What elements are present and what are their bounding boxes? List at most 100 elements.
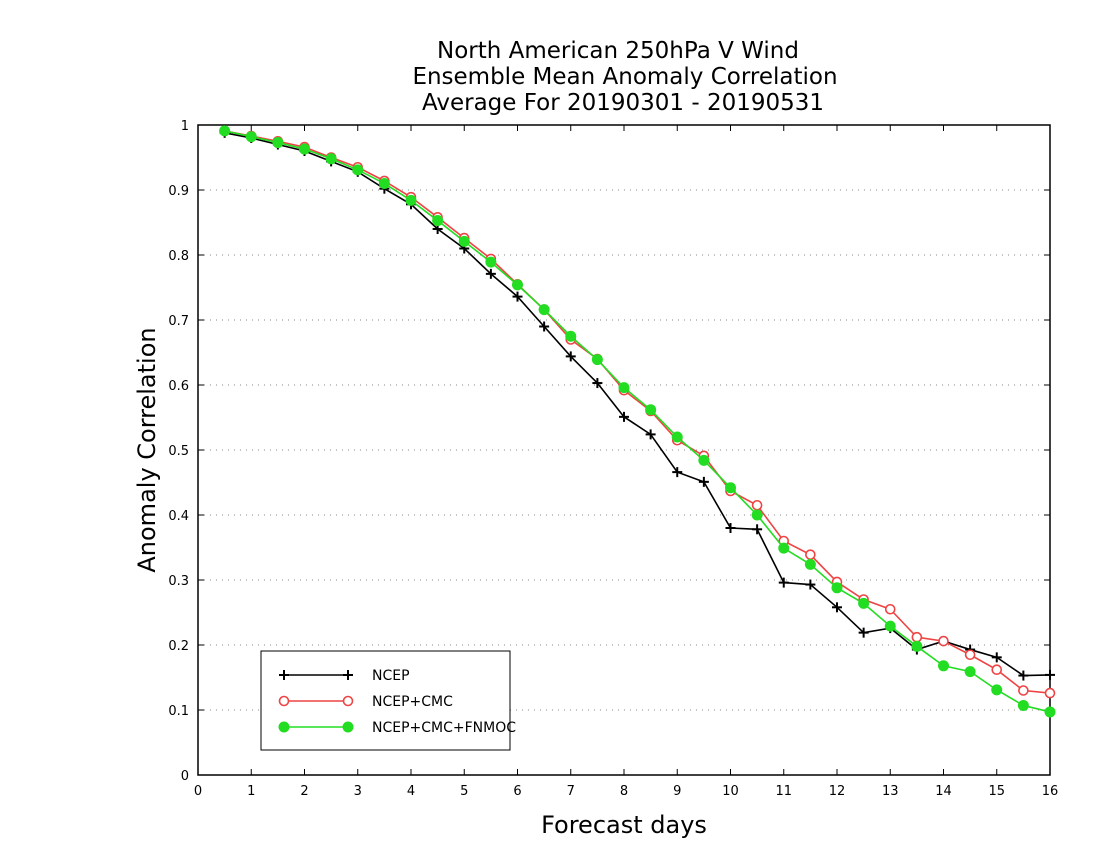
legend-marker bbox=[278, 721, 290, 733]
data-point bbox=[1018, 670, 1029, 681]
data-point bbox=[991, 684, 1003, 696]
data-point bbox=[964, 649, 976, 661]
y-axis-ticks: 0 0.1 0.2 0.3 0.4 0.5 0.6 0.7 0.8 0.9 1 bbox=[168, 119, 1050, 784]
data-point bbox=[405, 194, 417, 206]
x-tick-label: 8 bbox=[620, 784, 628, 799]
data-point bbox=[645, 404, 657, 416]
series-2 bbox=[219, 125, 1056, 718]
legend-marker bbox=[278, 695, 290, 707]
x-tick-label: 10 bbox=[722, 784, 739, 799]
data-point bbox=[752, 524, 763, 535]
x-tick-label: 6 bbox=[513, 784, 521, 799]
legend-item: NCEP bbox=[279, 668, 410, 684]
y-tick-label: 0.8 bbox=[168, 249, 189, 264]
x-axis-label: Forecast days bbox=[541, 811, 707, 839]
data-point bbox=[831, 582, 843, 594]
data-point bbox=[725, 523, 736, 533]
data-point bbox=[1045, 669, 1055, 680]
data-point bbox=[991, 652, 1002, 663]
data-point bbox=[991, 664, 1003, 676]
legend-marker bbox=[342, 721, 354, 733]
chart-title-line-1: North American 250hPa V Wind bbox=[437, 38, 799, 64]
legend: NCEP NCEP+CMC NCEP+CMC+FNMOC bbox=[260, 650, 516, 751]
legend-marker bbox=[279, 670, 289, 680]
data-point bbox=[1044, 687, 1056, 699]
x-tick-label: 1 bbox=[247, 784, 255, 799]
data-point bbox=[512, 279, 523, 291]
data-point bbox=[672, 467, 683, 478]
data-point bbox=[671, 431, 683, 443]
data-point bbox=[645, 429, 656, 440]
data-point bbox=[911, 631, 923, 643]
data-point bbox=[618, 382, 630, 394]
data-point bbox=[778, 577, 789, 588]
series-0 bbox=[219, 127, 1055, 681]
data-point bbox=[1044, 706, 1056, 718]
data-point bbox=[911, 640, 923, 652]
data-point bbox=[1017, 699, 1029, 711]
x-tick-label: 7 bbox=[567, 784, 575, 799]
data-point bbox=[538, 304, 550, 316]
legend-item: NCEP+CMC bbox=[278, 694, 453, 710]
data-point bbox=[432, 215, 444, 227]
legend-label: NCEP+CMC+FNMOC bbox=[372, 720, 516, 736]
data-point bbox=[245, 131, 257, 143]
data-point bbox=[485, 256, 497, 268]
data-point bbox=[539, 321, 550, 332]
y-tick-label: 0 bbox=[181, 769, 189, 784]
series-1 bbox=[219, 125, 1056, 699]
x-tick-label: 4 bbox=[407, 784, 415, 799]
data-point bbox=[619, 411, 629, 422]
data-point bbox=[352, 164, 364, 176]
series-line bbox=[224, 130, 1051, 713]
x-tick-label: 2 bbox=[300, 784, 308, 799]
data-point bbox=[698, 454, 710, 466]
x-axis-ticks: 0 1 2 3 4 5 6 7 8 9 10 11 12 13 14 15 16 bbox=[194, 125, 1058, 799]
data-point bbox=[938, 635, 949, 647]
y-axis-label: Anomaly Correlation bbox=[133, 327, 161, 572]
gridlines bbox=[198, 189, 1050, 711]
series-line bbox=[224, 132, 1051, 677]
data-point bbox=[751, 499, 763, 511]
data-point bbox=[592, 378, 603, 389]
y-tick-label: 0.5 bbox=[168, 444, 189, 459]
data-point bbox=[725, 482, 736, 494]
data-point bbox=[698, 476, 709, 487]
data-point bbox=[485, 268, 496, 279]
chart-title-line-3: Average For 20190301 - 20190531 bbox=[422, 90, 824, 116]
legend-item: NCEP+CMC+FNMOC bbox=[278, 720, 516, 736]
y-tick-label: 0.9 bbox=[168, 184, 189, 199]
data-point bbox=[832, 602, 842, 613]
x-tick-label: 12 bbox=[829, 784, 846, 799]
x-tick-label: 5 bbox=[460, 784, 468, 799]
data-point bbox=[884, 603, 896, 615]
data-point bbox=[964, 666, 976, 678]
data-point bbox=[272, 137, 284, 149]
data-point bbox=[458, 235, 470, 247]
data-point bbox=[325, 153, 337, 165]
legend-marker bbox=[343, 670, 353, 680]
x-tick-label: 14 bbox=[935, 784, 952, 799]
series-layer bbox=[219, 125, 1056, 718]
series-line bbox=[224, 130, 1051, 694]
x-tick-label: 13 bbox=[882, 784, 899, 799]
data-point bbox=[1018, 685, 1029, 696]
data-point bbox=[299, 143, 310, 155]
y-tick-label: 0.4 bbox=[168, 509, 189, 524]
x-tick-label: 15 bbox=[988, 784, 1005, 799]
data-point bbox=[378, 178, 390, 189]
y-tick-label: 0.3 bbox=[168, 574, 189, 589]
data-point bbox=[219, 125, 231, 137]
data-point bbox=[884, 620, 896, 632]
y-tick-label: 0.2 bbox=[168, 639, 189, 654]
data-point bbox=[804, 558, 816, 570]
data-point bbox=[512, 291, 523, 302]
data-point bbox=[858, 597, 870, 609]
data-point bbox=[805, 579, 816, 590]
data-point bbox=[805, 549, 816, 560]
data-point bbox=[565, 351, 576, 362]
data-point bbox=[778, 542, 790, 554]
legend-label: NCEP bbox=[372, 668, 410, 684]
data-point bbox=[858, 627, 869, 638]
